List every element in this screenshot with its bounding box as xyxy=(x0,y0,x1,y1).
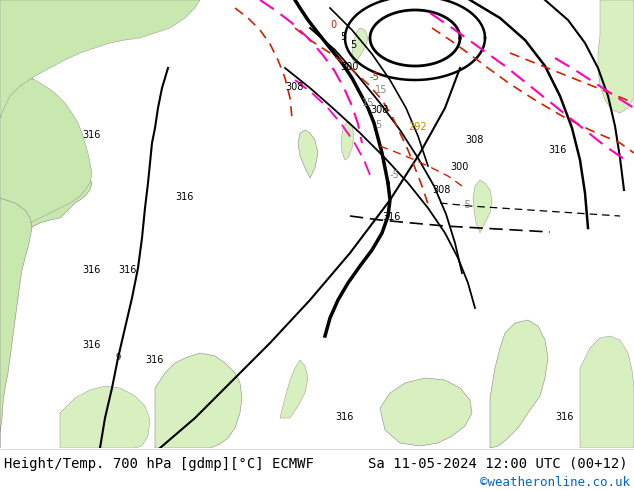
Polygon shape xyxy=(0,0,200,118)
Polygon shape xyxy=(352,28,368,63)
Text: 316: 316 xyxy=(382,212,401,222)
Polygon shape xyxy=(60,386,150,448)
Text: 316: 316 xyxy=(335,412,353,422)
Text: 0: 0 xyxy=(330,20,336,30)
Polygon shape xyxy=(341,122,354,160)
Text: ©weatheronline.co.uk: ©weatheronline.co.uk xyxy=(480,476,630,489)
Text: 15: 15 xyxy=(375,85,387,95)
Polygon shape xyxy=(0,0,92,243)
Text: -5: -5 xyxy=(390,170,400,180)
Polygon shape xyxy=(280,360,308,418)
Text: 316: 316 xyxy=(118,265,136,275)
Text: 300: 300 xyxy=(450,162,469,172)
Text: -5: -5 xyxy=(370,72,380,82)
Polygon shape xyxy=(580,336,634,448)
Text: 316: 316 xyxy=(145,355,164,365)
Polygon shape xyxy=(598,0,634,113)
Text: 300: 300 xyxy=(340,62,358,72)
Text: 308: 308 xyxy=(285,82,304,92)
Text: 316: 316 xyxy=(82,130,100,140)
Polygon shape xyxy=(490,320,548,448)
Text: 316: 316 xyxy=(175,192,193,202)
Polygon shape xyxy=(0,0,92,253)
Text: 5: 5 xyxy=(350,40,356,50)
Polygon shape xyxy=(298,130,318,178)
Text: 308: 308 xyxy=(465,135,483,145)
Text: Height/Temp. 700 hPa [gdmp][°C] ECMWF: Height/Temp. 700 hPa [gdmp][°C] ECMWF xyxy=(4,457,314,471)
Polygon shape xyxy=(473,180,492,233)
Text: 308: 308 xyxy=(370,105,389,115)
Text: Sa 11-05-2024 12:00 UTC (00+12): Sa 11-05-2024 12:00 UTC (00+12) xyxy=(368,457,628,471)
Text: -5: -5 xyxy=(462,200,472,210)
Polygon shape xyxy=(0,198,32,448)
Text: 316: 316 xyxy=(82,265,100,275)
Text: 316: 316 xyxy=(555,412,573,422)
Text: 15: 15 xyxy=(362,98,374,108)
Text: 316: 316 xyxy=(82,340,100,350)
Text: 9: 9 xyxy=(115,353,120,362)
Text: 5: 5 xyxy=(340,32,346,42)
Text: 308: 308 xyxy=(432,185,450,195)
Text: 316: 316 xyxy=(548,145,566,155)
Text: 5: 5 xyxy=(375,120,381,130)
Text: 292: 292 xyxy=(408,122,427,132)
Polygon shape xyxy=(155,353,242,448)
Polygon shape xyxy=(380,378,472,446)
